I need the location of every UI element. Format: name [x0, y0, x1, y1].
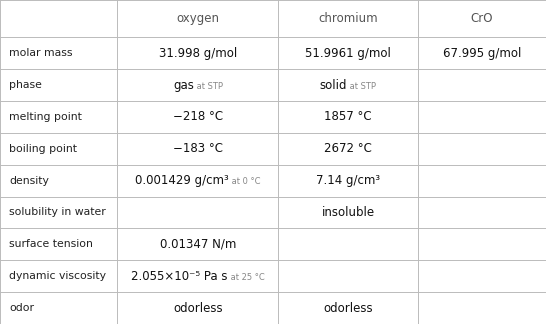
Text: melting point: melting point: [9, 112, 82, 122]
Text: phase: phase: [9, 80, 42, 90]
Text: gas: gas: [173, 78, 194, 92]
Text: density: density: [9, 176, 49, 186]
Text: 51.9961 g/mol: 51.9961 g/mol: [305, 47, 391, 60]
Text: 0.01347 N/m: 0.01347 N/m: [160, 238, 236, 251]
Text: 1857 °C: 1857 °C: [324, 110, 372, 123]
Text: at STP: at STP: [194, 82, 223, 90]
Text: 31.998 g/mol: 31.998 g/mol: [159, 47, 237, 60]
Text: odor: odor: [9, 303, 34, 313]
Text: CrO: CrO: [471, 12, 493, 25]
Text: odorless: odorless: [173, 302, 223, 315]
Text: 0.001429 g/cm³: 0.001429 g/cm³: [135, 174, 229, 187]
Text: chromium: chromium: [318, 12, 378, 25]
Text: insoluble: insoluble: [322, 206, 375, 219]
Text: 2.055×10⁻⁵ Pa s: 2.055×10⁻⁵ Pa s: [131, 270, 228, 283]
Text: at 0 °C: at 0 °C: [229, 177, 260, 186]
Text: −183 °C: −183 °C: [173, 142, 223, 155]
Text: solid: solid: [320, 78, 347, 92]
Text: 67.995 g/mol: 67.995 g/mol: [443, 47, 521, 60]
Text: at 25 °C: at 25 °C: [228, 273, 265, 282]
Text: odorless: odorless: [323, 302, 373, 315]
Text: molar mass: molar mass: [9, 48, 73, 58]
Text: 2672 °C: 2672 °C: [324, 142, 372, 155]
Text: −218 °C: −218 °C: [173, 110, 223, 123]
Text: at STP: at STP: [347, 82, 376, 90]
Text: solubility in water: solubility in water: [9, 207, 106, 217]
Text: dynamic viscosity: dynamic viscosity: [9, 271, 106, 281]
Text: 7.14 g/cm³: 7.14 g/cm³: [316, 174, 380, 187]
Text: boiling point: boiling point: [9, 144, 78, 154]
Text: surface tension: surface tension: [9, 239, 93, 249]
Text: oxygen: oxygen: [176, 12, 219, 25]
